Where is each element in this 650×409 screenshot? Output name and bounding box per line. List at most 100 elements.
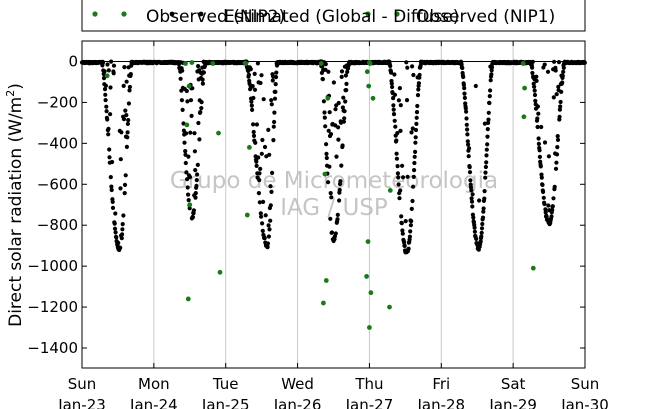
estimated-point [465,127,470,132]
estimated-point [400,163,405,168]
observed-nip2-point [521,114,527,120]
data-points [79,59,587,330]
estimated-point [256,155,261,160]
y-axis-ticks: 0 −200 −400 −600 −800 −1000 −1200 −1400 [27,53,585,357]
estimated-point [546,154,552,159]
estimated-point [479,226,485,231]
estimated-point [111,63,117,68]
estimated-point [109,184,114,189]
estimated-point [398,103,403,108]
estimated-point [272,119,277,125]
legend-label-nip1: Observed (NIP1) [416,7,555,27]
estimated-point [482,121,487,126]
estimated-point [534,78,539,83]
estimated-point [416,87,421,92]
estimated-point [486,117,491,122]
estimated-point [257,171,262,176]
estimated-point [267,227,272,232]
estimated-point [536,111,541,116]
estimated-point [535,124,540,130]
estimated-point [112,221,117,226]
estimated-point [397,196,402,201]
estimated-point [185,99,190,104]
estimated-point [270,170,275,175]
observed-nip2-point [530,265,536,271]
estimated-point [127,88,132,93]
estimated-point [339,69,345,74]
estimated-point [273,82,278,87]
legend-marker-nip2-b [121,11,127,17]
estimated-point [470,192,475,197]
estimated-point [533,98,538,103]
estimated-point [254,159,259,164]
estimated-point [193,191,198,196]
estimated-point [184,170,189,175]
x-tick-label-date: Jan-26 [273,396,322,409]
estimated-point [405,65,410,70]
estimated-point [554,92,559,97]
estimated-point [120,222,125,227]
observed-nip1-point [189,60,195,65]
estimated-point [546,203,551,208]
estimated-point [260,221,265,226]
estimated-point [400,231,405,236]
estimated-point [126,101,131,106]
y-tick-label: −200 [37,93,78,111]
estimated-point [489,72,494,77]
estimated-point [484,153,489,158]
estimated-point [187,175,193,180]
estimated-point [391,96,396,101]
estimated-point [262,144,268,150]
estimated-point [551,196,556,201]
estimated-point [179,98,184,103]
x-tick-label-date: Jan-27 [345,396,394,409]
estimated-point [200,77,205,82]
estimated-point [391,107,396,112]
estimated-point [545,69,551,74]
observed-nip2-point [186,83,192,89]
estimated-point [480,221,485,227]
estimated-point [186,192,191,197]
estimated-point [326,180,331,185]
estimated-point [395,171,400,176]
estimated-point [113,211,118,216]
estimated-point [109,59,114,64]
x-tick-label-day: Fri [432,375,450,393]
estimated-point [192,131,197,136]
estimated-point [551,95,556,100]
estimated-point [105,117,110,122]
estimated-point [413,149,418,154]
estimated-point [251,122,256,127]
estimated-point [561,69,566,74]
estimated-point [246,72,251,77]
observed-nip2-point [318,61,324,66]
estimated-point [249,99,254,104]
estimated-point [485,134,490,139]
estimated-point [395,164,400,169]
estimated-point [121,117,127,122]
estimated-point [258,211,263,216]
estimated-point [322,115,327,120]
estimated-point [252,71,257,76]
observed-nip2-point [364,274,369,279]
estimated-point [467,146,472,151]
estimated-point [413,140,418,145]
estimated-point [402,240,407,245]
estimated-point [106,68,111,73]
x-tick-label-day: Sun [68,375,97,393]
estimated-point [398,188,403,193]
estimated-point [465,139,470,144]
estimated-point [120,227,125,232]
legend: Observed (NIP2) Estimated (Global - Diff… [81,0,586,32]
estimated-point [466,142,471,147]
estimated-point [124,79,129,84]
estimated-point [269,98,274,103]
y-axis-label-main: Direct solar radiation (W/m [6,97,26,327]
estimated-point [344,81,349,86]
y-tick-label: −1000 [27,257,78,275]
estimated-point [461,82,466,87]
estimated-point [104,109,109,114]
estimated-point [193,168,198,173]
estimated-point [259,73,264,78]
estimated-point [267,152,272,157]
